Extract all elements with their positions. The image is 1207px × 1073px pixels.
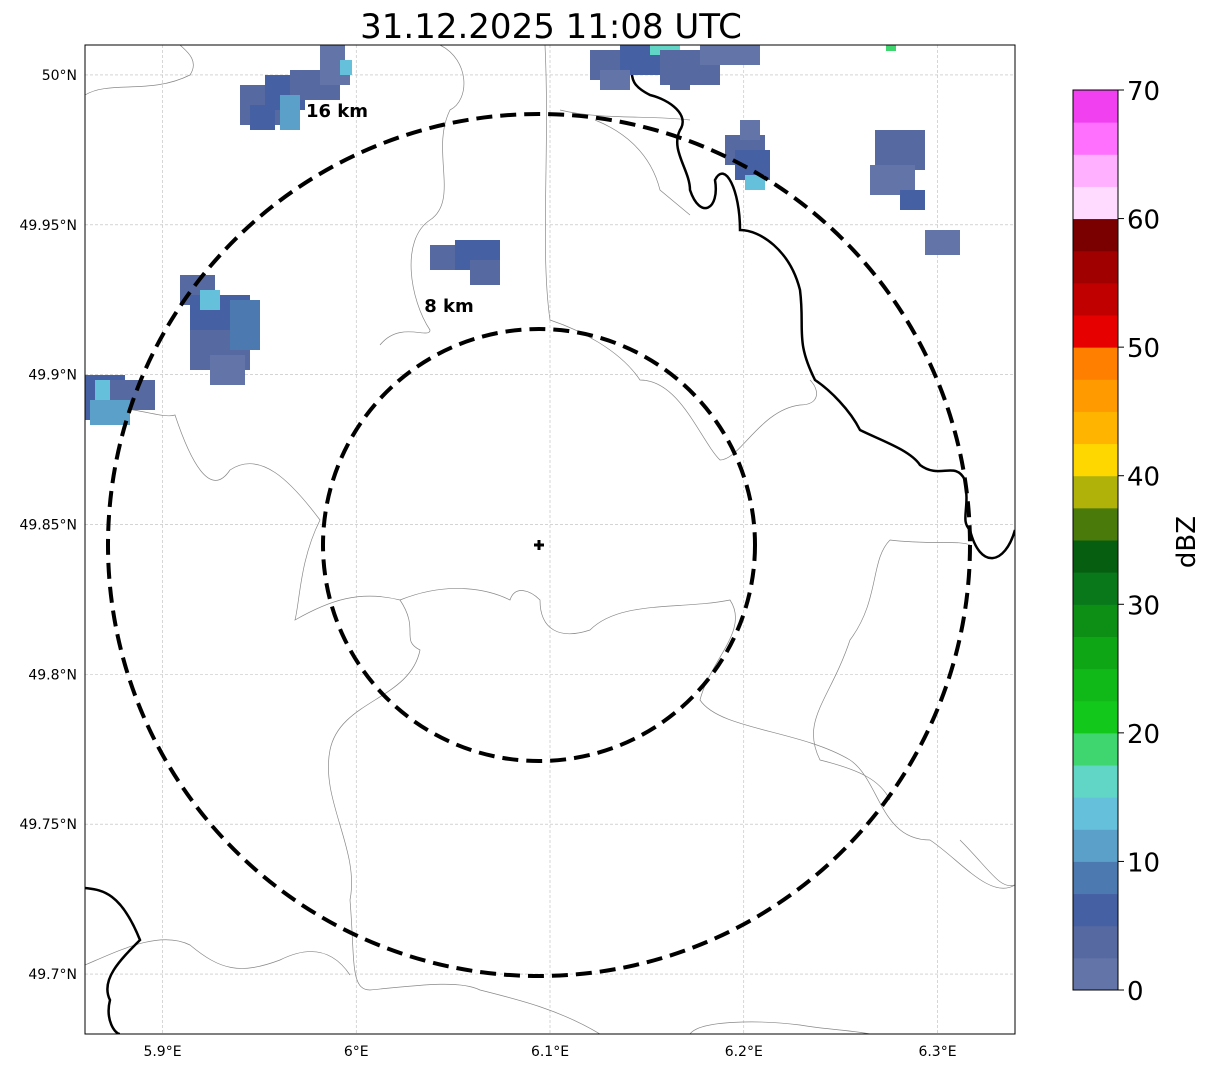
colorbar-bin bbox=[1073, 957, 1118, 991]
lon-tick-label: 6.1°E bbox=[531, 1044, 569, 1060]
radar-site-marker bbox=[534, 540, 544, 550]
colorbar-bin bbox=[1073, 925, 1118, 959]
colorbar-bin bbox=[1073, 604, 1118, 637]
echo-cell bbox=[200, 290, 220, 310]
colorbar-tick-label: 20 bbox=[1127, 720, 1160, 750]
echo-cell bbox=[340, 60, 352, 75]
colorbar-bin bbox=[1073, 829, 1118, 862]
colorbar-bin bbox=[1073, 411, 1118, 445]
lon-tick-label: 6.3°E bbox=[918, 1044, 956, 1060]
colorbar-bin bbox=[1073, 507, 1118, 541]
echo-cell bbox=[670, 65, 690, 90]
echo-cell bbox=[900, 190, 925, 210]
lon-tick-label: 6°E bbox=[344, 1044, 369, 1060]
lat-tick-label: 49.95°N bbox=[19, 218, 77, 234]
colorbar-bin bbox=[1073, 154, 1118, 187]
lon-tick-label: 5.9°E bbox=[143, 1044, 181, 1060]
colorbar-bin bbox=[1073, 315, 1118, 348]
radar-echoes bbox=[85, 45, 960, 425]
figure-title: 31.12.2025 11:08 UTC bbox=[360, 7, 742, 47]
colorbar-tick-label: 60 bbox=[1127, 206, 1160, 236]
colorbar-bin bbox=[1073, 765, 1118, 798]
colorbar-bin bbox=[1073, 668, 1118, 702]
colorbar-frame bbox=[1072, 89, 1119, 991]
lon-tick-label: 6.2°E bbox=[725, 1044, 763, 1060]
lat-tick-label: 49.7°N bbox=[28, 967, 77, 983]
colorbar-bin bbox=[1073, 379, 1118, 412]
ring-label-16km: 16 km bbox=[306, 101, 368, 122]
echo-cell bbox=[230, 300, 260, 350]
colorbar-bin bbox=[1073, 572, 1118, 605]
echo-cell bbox=[875, 130, 925, 170]
colorbar-tick-label: 10 bbox=[1127, 848, 1160, 878]
colorbar-bin bbox=[1073, 540, 1118, 573]
colorbar-bin bbox=[1073, 218, 1118, 252]
colorbar-bin bbox=[1073, 861, 1118, 895]
lat-tick-label: 49.8°N bbox=[28, 667, 77, 683]
map-area: 8 km 16 km bbox=[85, 45, 1015, 1034]
colorbar-bin bbox=[1073, 282, 1118, 316]
echo-cell bbox=[470, 260, 500, 285]
colorbar-bin bbox=[1073, 186, 1118, 220]
lat-tick-label: 49.75°N bbox=[19, 817, 77, 833]
range-ring-16km bbox=[106, 112, 972, 978]
colorbar-label: dBZ bbox=[1172, 516, 1202, 568]
ring-label-8km: 8 km bbox=[424, 296, 474, 317]
colorbar-tick-label: 40 bbox=[1127, 463, 1160, 493]
colorbar-bin bbox=[1073, 893, 1118, 927]
echo-cell bbox=[90, 400, 130, 425]
echo-cell bbox=[95, 380, 110, 405]
colorbar-bin bbox=[1073, 636, 1118, 670]
lat-tick-label: 50°N bbox=[42, 68, 77, 84]
admin-borders bbox=[85, 45, 1015, 1034]
echo-cell bbox=[745, 175, 765, 190]
colorbar-tick-label: 70 bbox=[1127, 77, 1160, 107]
colorbar-bin bbox=[1073, 443, 1118, 477]
echo-cell bbox=[925, 230, 960, 255]
colorbar-bin bbox=[1073, 732, 1118, 766]
colorbar-tick-label: 50 bbox=[1127, 334, 1160, 364]
lat-tick-label: 49.9°N bbox=[28, 368, 77, 384]
map-frame bbox=[84, 44, 1016, 1035]
echo-cell bbox=[210, 355, 245, 385]
colorbar-bin bbox=[1073, 700, 1118, 734]
lat-tick-label: 49.85°N bbox=[19, 518, 77, 534]
colorbar-bin bbox=[1073, 797, 1118, 830]
colorbar-bin bbox=[1073, 90, 1118, 123]
colorbar-bin bbox=[1073, 122, 1118, 155]
range-ring-8km bbox=[321, 327, 757, 763]
echo-cell bbox=[600, 70, 630, 90]
colorbar-bin bbox=[1073, 347, 1118, 380]
axis-ticks: 5.9°E 6°E 6.1°E 6.2°E 6.3°E 50°N 49.95°N 49.9°N… bbox=[19, 68, 956, 1060]
echo-cell bbox=[700, 45, 760, 65]
colorbar-bin bbox=[1073, 475, 1118, 509]
echo-cell bbox=[280, 95, 300, 130]
echo-cell bbox=[740, 120, 760, 140]
colorbar-bin bbox=[1073, 250, 1118, 284]
colorbar-tick-label: 30 bbox=[1127, 591, 1160, 621]
colorbar-tick-label: 0 bbox=[1127, 977, 1144, 1007]
echo-cell bbox=[250, 105, 275, 130]
echo-cell bbox=[886, 45, 896, 51]
range-rings bbox=[106, 112, 972, 978]
colorbar: 0 10 20 30 40 50 60 70 bbox=[1072, 77, 1160, 1007]
